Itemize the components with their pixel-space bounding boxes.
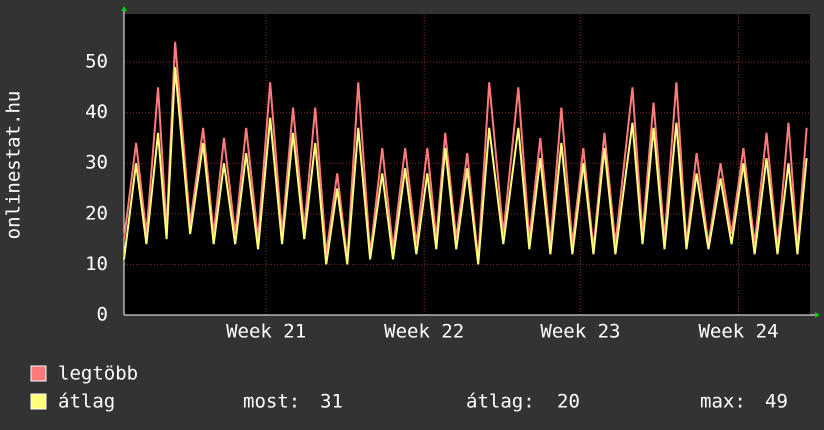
stat-label: átlag: (466, 391, 535, 413)
x-tick-label: Week 21 (226, 321, 306, 343)
stat-value: 20 (557, 391, 580, 413)
y-axis-label: onlinestat.hu (3, 91, 25, 240)
stat-value: 49 (765, 391, 788, 413)
y-tick-label: 40 (85, 101, 108, 123)
x-tick-label: Week 24 (698, 321, 778, 343)
x-tick-label: Week 22 (384, 321, 464, 343)
legend-swatch (30, 365, 47, 382)
legend-label: legtöbb (58, 363, 138, 385)
series-line (123, 67, 808, 265)
y-tick-label: 10 (85, 253, 108, 275)
y-tick-label: 30 (85, 152, 108, 174)
legend-swatch (30, 393, 47, 410)
axis-arrow (815, 312, 820, 318)
axis-arrow (121, 6, 127, 11)
stat-label: most: (243, 391, 300, 413)
stat-value: 31 (320, 391, 343, 413)
y-tick-label: 50 (85, 51, 108, 73)
legend-label: átlag (58, 391, 115, 413)
series-line (123, 41, 808, 260)
y-tick-label: 0 (97, 304, 108, 326)
stat-label: max: (700, 391, 746, 413)
y-tick-label: 20 (85, 202, 108, 224)
x-tick-label: Week 23 (540, 321, 620, 343)
